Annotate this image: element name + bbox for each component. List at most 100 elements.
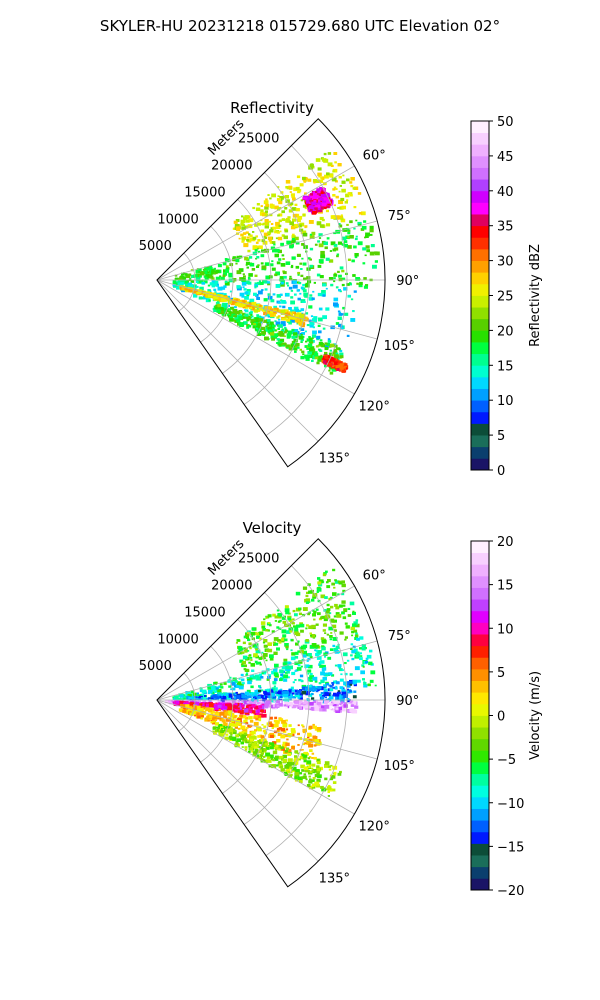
echo-pixel [337,316,342,320]
echo-pixel [332,781,337,784]
echo-pixel [320,679,325,684]
echo-pixel [244,691,250,696]
echo-pixel [315,345,319,348]
echo-pixel [278,689,282,692]
echo-pixel [316,778,321,783]
echo-pixel [291,264,294,267]
echo-pixel [317,172,322,177]
echo-pixel [336,253,340,256]
echo-pixel [178,282,184,287]
echo-pixel [174,274,178,277]
echo-pixel [335,612,340,616]
echo-pixel [355,653,361,658]
echo-pixel [354,652,358,655]
echo-pixel [336,613,342,618]
echo-pixel [248,701,253,705]
echo-pixel [263,725,267,728]
echo-pixel [245,722,249,725]
echo-pixel [219,298,222,301]
colorbar-segment [471,446,489,459]
echo-pixel [284,328,288,331]
echo-pixel [263,644,268,648]
echo-pixel [363,684,368,688]
echo-pixel [313,194,319,199]
echo-pixel [336,701,341,704]
echo-pixel [272,759,275,762]
echo-pixel [320,616,324,620]
echo-pixel [283,335,286,338]
echo-pixel [218,709,221,711]
echo-pixel [362,666,365,668]
echo-pixel [225,280,228,283]
echo-pixel [344,662,347,665]
echo-pixel [284,706,288,709]
echo-pixel [291,766,297,771]
echo-pixel [252,735,257,740]
echo-pixel [268,723,273,727]
echo-pixel [360,655,363,657]
echo-pixel [356,637,360,641]
echo-pixel [281,694,285,697]
echo-pixel [256,314,260,317]
echo-pixel [259,686,262,689]
echo-pixel [300,231,304,234]
echo-pixel [336,347,340,350]
echo-pixel [337,163,342,167]
echo-pixel [278,213,283,217]
colorbar-segment [471,214,489,227]
echo-pixel [271,193,276,198]
echo-pixel [354,705,359,709]
echo-pixel [306,660,309,662]
echo-pixel [324,596,328,599]
echo-pixel [318,243,324,248]
echo-pixel [287,617,292,621]
echo-pixel [289,275,292,278]
echo-pixel [181,280,187,284]
echo-pixel [337,772,342,776]
echo-pixel [317,264,322,268]
echo-pixel [277,301,281,304]
echo-pixel [266,756,271,760]
range-ring [200,225,234,343]
echo-pixel [319,664,324,668]
echo-pixel [244,313,249,317]
echo-pixel [342,604,346,607]
echo-pixel [326,585,331,589]
echo-pixel [182,709,187,713]
echo-pixel [302,176,306,180]
echo-pixel [322,573,327,577]
echo-pixel [182,276,186,280]
echo-pixel [251,710,254,712]
echo-pixel [295,772,299,776]
echo-pixel [329,349,332,352]
echo-pixel [321,177,325,181]
echo-pixel [199,286,204,291]
echo-pixel [218,696,222,700]
echo-pixel [291,746,295,750]
echo-pixel [293,306,299,311]
echo-pixel [287,284,290,287]
echo-pixel [207,686,212,690]
echo-pixel [278,219,282,223]
echo-pixel [313,316,318,320]
echo-pixel [362,262,366,265]
echo-pixel [259,713,263,717]
echo-pixel [272,743,277,747]
echo-pixel [305,196,311,201]
echo-pixel [309,778,312,781]
echo-pixel [255,648,258,651]
echo-pixel [246,734,252,738]
echo-pixel [286,293,289,296]
echo-pixel [316,273,321,277]
echo-pixel [320,594,326,599]
echo-pixel [344,363,348,366]
echo-pixel [219,310,224,315]
colorbar-label: Reflectivity dBZ [528,244,543,347]
echo-pixel [215,716,219,719]
echo-pixel [297,664,301,667]
echo-pixel [254,741,257,744]
echo-pixel [274,663,279,668]
echo-pixel [302,775,307,779]
echo-pixel [246,289,251,293]
echo-pixel [236,639,240,642]
